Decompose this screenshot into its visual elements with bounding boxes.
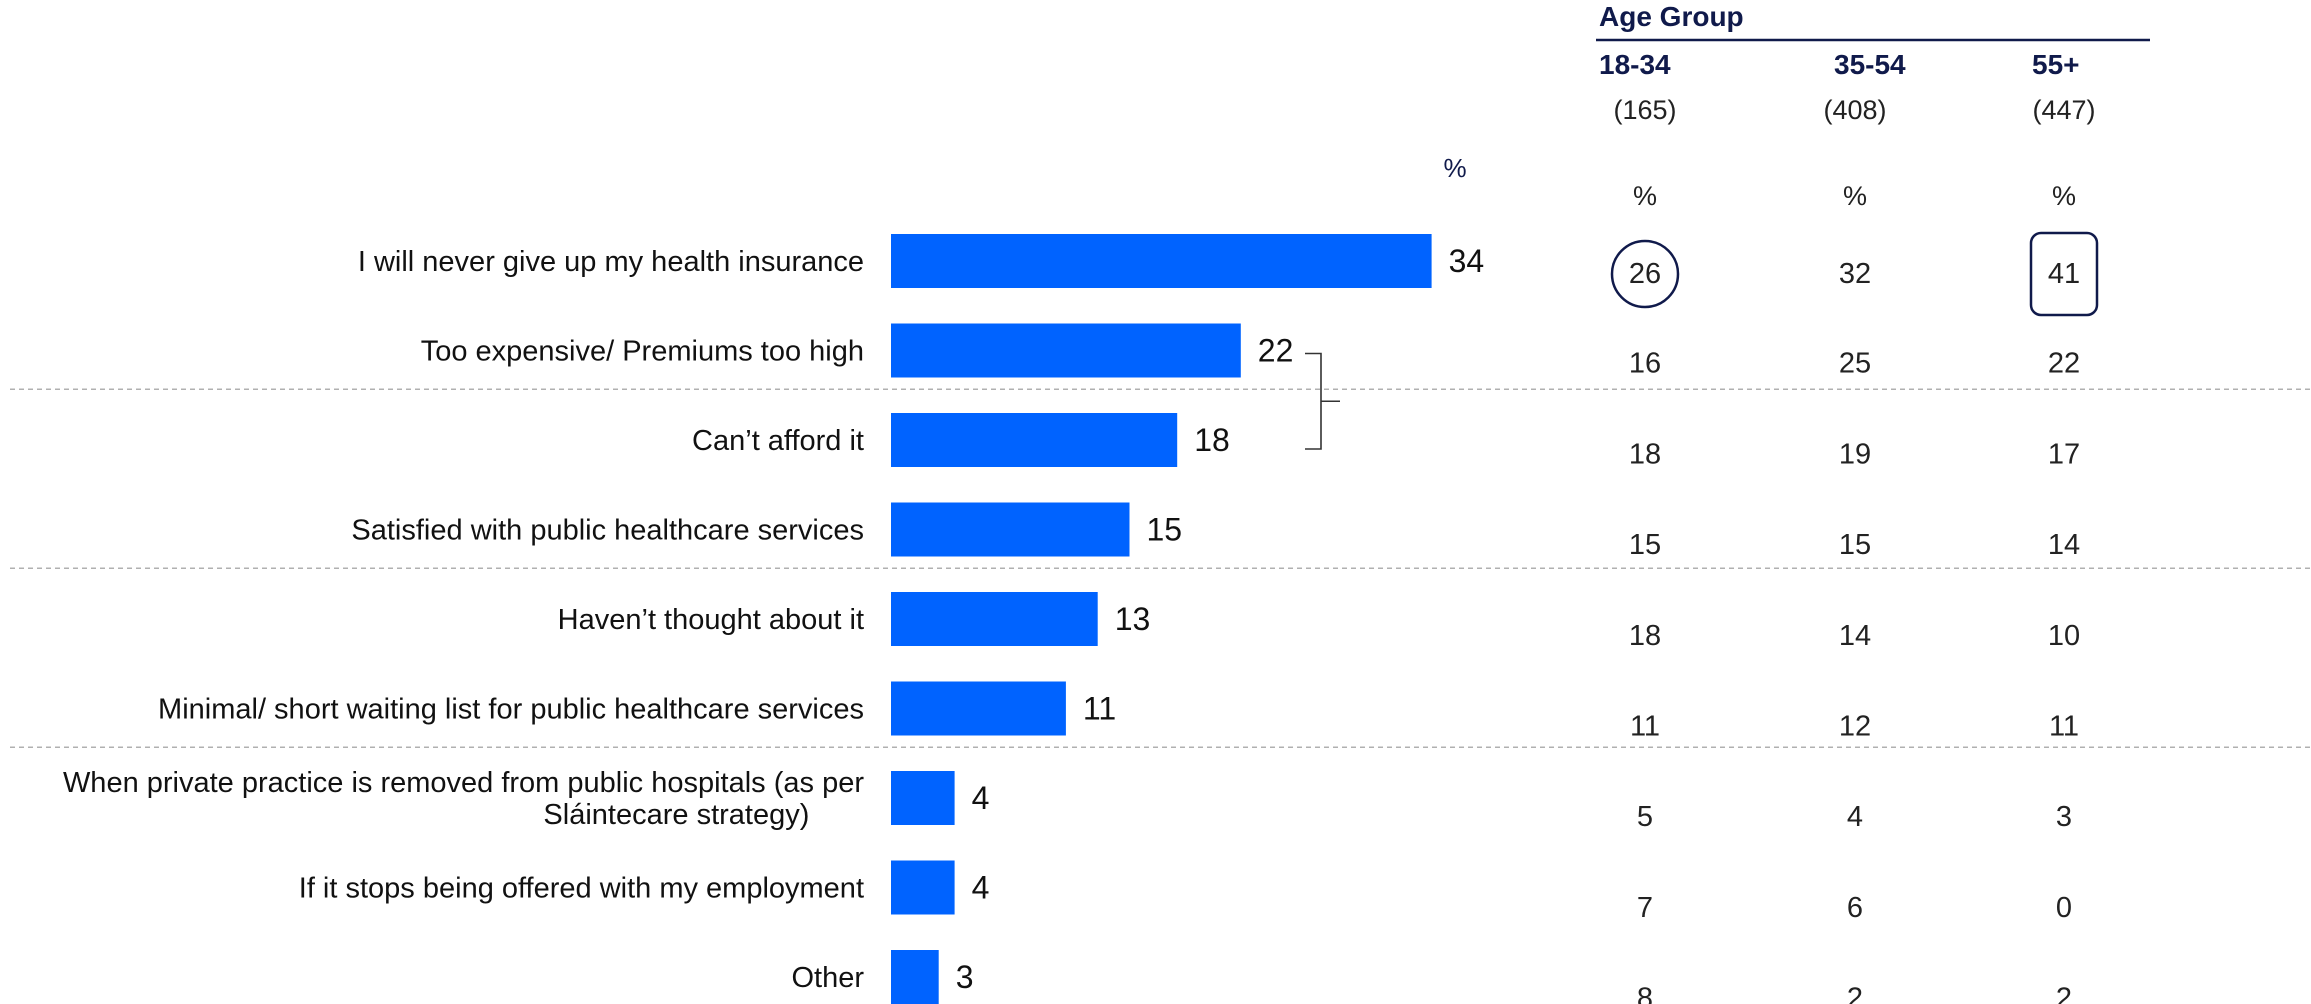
column-header: 55+	[2032, 49, 2080, 80]
column-base-size: (408)	[1823, 95, 1886, 125]
combined-bracket	[1305, 352, 1340, 450]
table-cell: 15	[1629, 529, 1661, 561]
bar-value-label: 13	[1115, 601, 1151, 637]
table-cell: 0	[2056, 892, 2072, 924]
column-base-size: (447)	[2032, 95, 2095, 125]
table-cell: 17	[2048, 438, 2080, 470]
table-cell: 4	[1847, 801, 1863, 833]
age-group-table: Age Group 18-34(165)%26161815181157835-5…	[1596, 1, 2150, 1004]
table-cell: 18	[1629, 438, 1661, 470]
bar-value-label: 4	[972, 870, 990, 906]
highlight-box	[2029, 231, 2099, 317]
table-cell: 8	[1637, 983, 1653, 1004]
bar	[891, 413, 1178, 467]
category-label: I will never give up my health insurance	[358, 246, 864, 278]
table-cell: 10	[2048, 620, 2080, 652]
table-cell: 2	[1847, 983, 1863, 1004]
column-base-size: (165)	[1613, 95, 1676, 125]
age-group-title: Age Group	[1599, 1, 1744, 32]
table-cell: 32	[1839, 258, 1871, 290]
category-label: Satisfied with public healthcare service…	[351, 515, 864, 547]
table-cell: 5	[1637, 801, 1653, 833]
column-percent-label: %	[1843, 181, 1867, 211]
table-cell: 11	[1630, 711, 1660, 743]
highlight-circle	[1610, 239, 1680, 309]
table-cell: 41	[2048, 258, 2080, 290]
table-cell: 6	[1847, 892, 1863, 924]
bar	[891, 234, 1432, 288]
bar-percent-label: %	[1443, 153, 1466, 183]
table-cell: 2	[2056, 983, 2072, 1004]
column-percent-label: %	[1633, 181, 1657, 211]
table-cell: 11	[2049, 711, 2079, 743]
bar	[891, 323, 1241, 378]
bar	[891, 950, 939, 1004]
bar-value-label: 18	[1194, 422, 1230, 458]
table-cell: 14	[1839, 620, 1871, 652]
bar	[891, 592, 1098, 646]
table-cell: 16	[1629, 348, 1661, 380]
category-label: Haven’t thought about it	[558, 604, 864, 636]
column-percent-label: %	[2052, 181, 2076, 211]
table-cell: 7	[1637, 892, 1653, 924]
category-label: Can’t afford it	[692, 425, 864, 457]
bar-value-label: 11	[1083, 691, 1116, 727]
table-cell: 12	[1839, 711, 1871, 743]
column-header: 35-54	[1834, 49, 1906, 80]
table-cell: 14	[2048, 529, 2080, 561]
table-cell: 26	[1629, 258, 1661, 290]
table-cell: 25	[1839, 348, 1871, 380]
bar-series: 34I will never give up my health insuran…	[63, 234, 1484, 1004]
table-cell: 15	[1839, 529, 1871, 561]
category-label: If it stops being offered with my employ…	[299, 873, 864, 905]
bar	[891, 860, 955, 915]
category-label: When private practice is removed from pu…	[63, 767, 864, 831]
bar	[891, 502, 1130, 557]
category-label: Other	[791, 962, 864, 994]
row-dividers	[10, 388, 2311, 748]
table-cell: 22	[2048, 348, 2080, 380]
bar	[891, 771, 955, 825]
category-label: Too expensive/ Premiums too high	[421, 336, 864, 368]
bar-value-label: 15	[1147, 512, 1183, 548]
table-cell: 3	[2056, 801, 2072, 833]
category-label: Minimal/ short waiting list for public h…	[158, 694, 864, 726]
table-cell: 18	[1629, 620, 1661, 652]
bar-value-label: 34	[1449, 243, 1485, 279]
column-header: 18-34	[1599, 49, 1671, 80]
bar-value-label: 22	[1258, 333, 1294, 369]
bar-value-label: 4	[972, 780, 990, 816]
bar-value-label: 3	[956, 959, 974, 995]
table-cell: 19	[1839, 438, 1871, 470]
bar	[891, 681, 1066, 736]
